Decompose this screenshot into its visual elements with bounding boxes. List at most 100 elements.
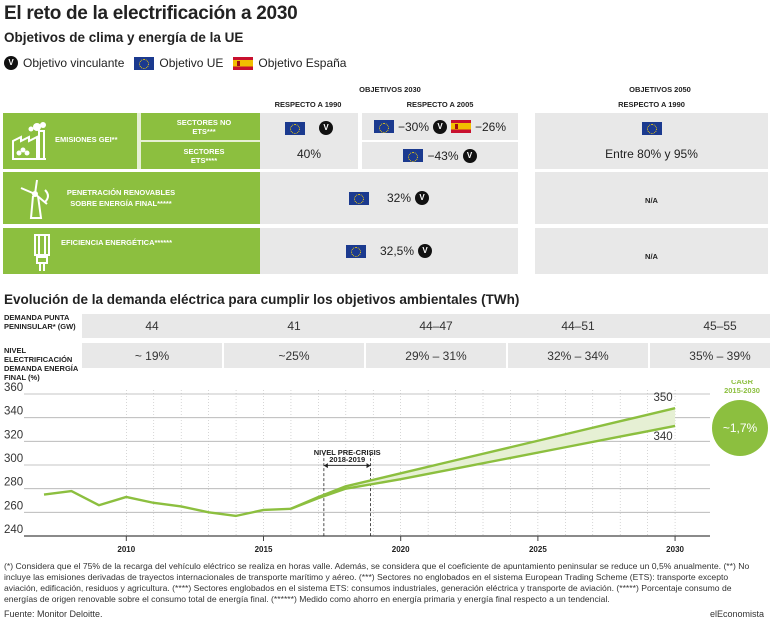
y-tick-label: 320 <box>4 429 23 441</box>
eu-flag-icon <box>641 121 662 135</box>
eu-flag-icon <box>348 191 369 205</box>
legend-binding: V Objetivo vinculante <box>4 56 124 70</box>
page-title: El reto de la electrificación a 2030 <box>4 3 298 24</box>
peak-demand-cell: 41 <box>224 314 364 338</box>
series-line-0 <box>43 489 291 518</box>
spain-flag-icon <box>451 120 471 133</box>
factory-icon <box>12 122 46 160</box>
binding-badge-icon: V <box>418 244 433 258</box>
page-subtitle: Objetivos de clima y energía de la UE <box>4 30 244 45</box>
legend: V Objetivo vinculante Objetivo UE Objeti… <box>4 54 356 72</box>
peak-demand-cell: 44–47 <box>366 314 506 338</box>
wind-turbine-icon <box>20 179 49 219</box>
header-2030: OBJETIVOS 2030 <box>359 85 421 94</box>
emissions-1990-badges: V <box>260 116 358 140</box>
legend-spain: Objetivo España <box>233 56 346 70</box>
electrification-cell: 35% – 39% <box>650 343 770 368</box>
electrification-label: NIVEL ELECTRIFICACIÓN DEMANDA ENERGÍA FI… <box>4 346 79 382</box>
cell-efficiency-2050: N/A <box>535 228 768 274</box>
x-tick-label: 2025 <box>529 545 547 554</box>
row-renewables-title: PENETRACIÓN RENOVABLES SOBRE ENERGÍA FIN… <box>66 188 176 208</box>
section-title: Evolución de la demanda eléctrica para c… <box>4 292 520 307</box>
cagr-period: 2015-2030 <box>724 386 760 395</box>
y-tick-label: 340 <box>4 406 23 418</box>
y-tick-label: 240 <box>4 524 23 536</box>
cell-renewables-2050: N/A <box>535 172 768 224</box>
x-tick-label: 2015 <box>255 545 273 554</box>
cell-emissions-2050: Entre 80% y 95% <box>535 113 768 169</box>
efficiency-value: 32,5% <box>379 244 415 258</box>
cagr-circle <box>712 400 768 456</box>
ets-eu-value: −43% <box>427 148 459 163</box>
source: Fuente: Monitor Deloitte. <box>4 609 103 619</box>
row-emissions-title: EMISIONES GEI** <box>55 134 118 144</box>
cell-renewables-2030: 32% V <box>260 172 518 224</box>
emissions-2050-badge <box>535 116 768 140</box>
eu-flag-icon <box>285 121 305 135</box>
row-ets-cell: SECTORES ETS**** <box>141 142 267 169</box>
peak-demand-label: DEMANDA PUNTA PENINSULAR* (GW) <box>4 313 76 331</box>
x-tick-label: 2020 <box>392 545 410 554</box>
eu-flag-icon <box>373 120 394 133</box>
row-emissions-label-cell: EMISIONES GEI** <box>3 113 137 169</box>
emissions-2050-value: Entre 80% y 95% <box>605 147 698 161</box>
binding-badge-icon: V <box>462 148 477 163</box>
peak-demand-cell: 45–55 <box>650 314 770 338</box>
cell-ets-2005: −43% V <box>362 142 518 169</box>
cell-noets-2005: −30% V −26% <box>362 113 518 140</box>
binding-badge-icon: V <box>433 119 447 134</box>
header-vs-2005: RESPECTO A 2005 <box>406 100 474 109</box>
header-vs-1990: RESPECTO A 1990 <box>274 100 342 109</box>
header-vs-1990-2050: RESPECTO A 1990 <box>618 100 685 109</box>
row-noets-cell: SECTORES NO ETS*** <box>141 113 267 140</box>
efficiency-2050-value: N/A <box>645 251 658 261</box>
row-efficiency-label-cell: EFICIENCIA ENERGÉTICA****** <box>3 228 267 274</box>
brand-logo: elEconomista <box>709 609 764 619</box>
y-tick-label: 260 <box>4 500 23 512</box>
eu-flag-icon <box>134 56 155 70</box>
renewables-2030-values: 32% V <box>260 172 518 224</box>
peak-demand-cell: 44 <box>82 314 222 338</box>
electrification-cell: 32% – 34% <box>508 343 648 368</box>
eu-flag-icon <box>403 149 424 162</box>
y-tick-label: 300 <box>4 453 23 465</box>
cagr-label: CAGR <box>731 380 754 386</box>
binding-badge-icon: V <box>4 56 18 70</box>
y-tick-label: 280 <box>4 477 23 489</box>
efficiency-2030-values: 32,5% V <box>260 228 518 274</box>
light-bulb-icon <box>34 234 50 271</box>
legend-binding-label: Objetivo vinculante <box>23 56 125 70</box>
noets-es-value: −26% <box>475 119 507 134</box>
electrification-cell: ~ 19% <box>82 343 222 368</box>
legend-eu: Objetivo UE <box>134 56 223 70</box>
end-label-high: 350 <box>653 392 672 404</box>
cagr-value: ~1,7% <box>723 421 758 435</box>
legend-spain-label: Objetivo España <box>258 56 347 70</box>
y-tick-label: 360 <box>4 382 23 394</box>
cell-efficiency-2030: 32,5% V <box>260 228 518 274</box>
row-renewables-label-cell: PENETRACIÓN RENOVABLES SOBRE ENERGÍA FIN… <box>3 172 267 224</box>
row-ets-label: SECTORES ETS**** <box>183 146 225 165</box>
cell-emissions-1990: V 40% <box>260 113 358 169</box>
header-2050: OBJETIVOS 2050 <box>629 85 691 94</box>
peak-demand-cell: 44–51 <box>508 314 648 338</box>
precrisis-range: 2018-2019 <box>329 455 365 464</box>
emissions-1990-value: 40% <box>296 147 322 161</box>
footnote: (*) Considera que el 75% de la recarga d… <box>4 561 750 604</box>
projection-band <box>290 408 676 509</box>
renewables-2050-value: N/A <box>645 195 658 205</box>
demand-line-chart: 360 340 320 300 280 260 240 2010 2015 2020 2025 203… <box>4 380 768 554</box>
spain-flag-icon <box>233 56 254 70</box>
noets-2005-values: −30% V −26% <box>362 113 518 140</box>
ets-2005-values: −43% V <box>362 142 518 169</box>
eu-flag-icon <box>345 244 366 258</box>
binding-badge-icon: V <box>415 191 430 205</box>
row-noets-label: SECTORES NO ETS*** <box>176 117 232 136</box>
binding-badge-icon: V <box>319 121 333 135</box>
x-tick-label: 2030 <box>666 545 684 554</box>
electrification-cell: 29% – 31% <box>366 343 506 368</box>
row-efficiency-title: EFICIENCIA ENERGÉTICA****** <box>61 237 172 247</box>
noets-eu-value: −30% <box>397 119 429 134</box>
renewables-value: 32% <box>386 191 412 205</box>
legend-eu-label: Objetivo UE <box>159 56 224 70</box>
